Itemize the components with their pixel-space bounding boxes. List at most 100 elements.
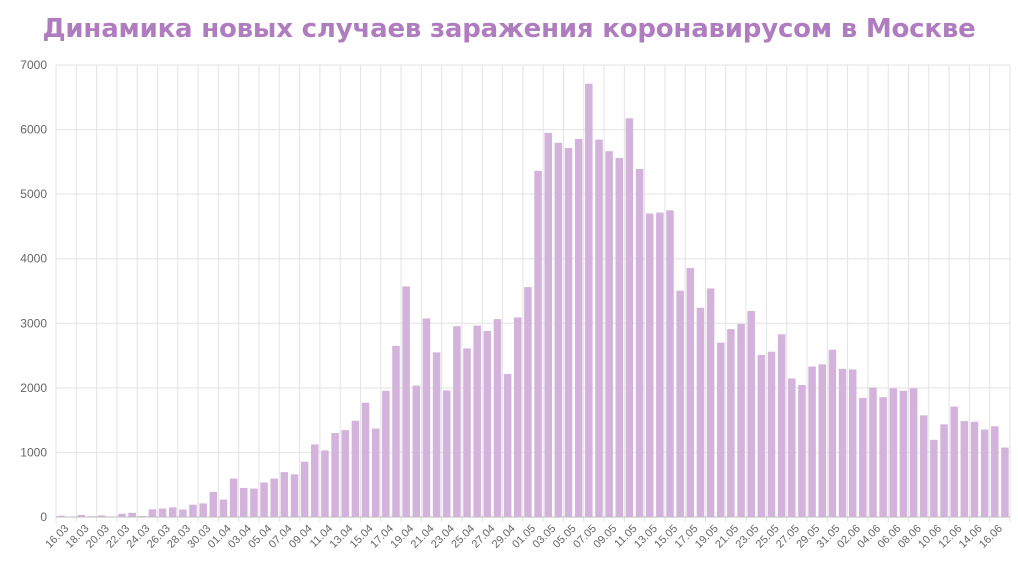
bar-20.04 bbox=[412, 385, 421, 517]
bar-05.04 bbox=[260, 482, 268, 517]
grid-layer bbox=[55, 64, 1011, 522]
bar-12.05 bbox=[635, 168, 644, 517]
bar-18.03 bbox=[77, 514, 86, 517]
x-tick-label: 09.05 bbox=[591, 523, 619, 551]
x-tick-label: 09.04 bbox=[287, 523, 315, 551]
bar-10.04 bbox=[311, 444, 319, 517]
bar-03.05 bbox=[544, 132, 552, 518]
bar-13.05 bbox=[645, 213, 654, 517]
bar-04.04 bbox=[250, 488, 258, 517]
bar-16.04 bbox=[371, 428, 380, 517]
bar-09.04 bbox=[300, 461, 309, 517]
bar-01.05 bbox=[524, 287, 532, 517]
bar-26.05 bbox=[777, 334, 786, 517]
bar-13.04 bbox=[341, 430, 349, 517]
bar-23.03 bbox=[128, 512, 136, 517]
bar-05.05 bbox=[564, 147, 573, 517]
bar-21.05 bbox=[727, 329, 735, 517]
bar-11.04 bbox=[321, 450, 329, 517]
bar-08.05 bbox=[595, 139, 603, 517]
bar-28.05 bbox=[798, 384, 806, 517]
bar-24.04 bbox=[453, 326, 461, 517]
y-tick-label: 6000 bbox=[20, 123, 47, 137]
bar-07.06 bbox=[899, 390, 908, 517]
bar-29.03 bbox=[189, 504, 197, 517]
bar-19.05 bbox=[706, 288, 715, 517]
bar-02.06 bbox=[848, 369, 857, 517]
bar-11.05 bbox=[625, 118, 634, 518]
bar-17.05 bbox=[686, 268, 695, 517]
bar-17.04 bbox=[382, 390, 390, 517]
bar-22.04 bbox=[432, 352, 441, 517]
bar-06.04 bbox=[270, 478, 278, 517]
bar-16.03 bbox=[57, 515, 65, 517]
bar-16.05 bbox=[676, 290, 684, 517]
bar-15.06 bbox=[980, 429, 989, 517]
bar-18.04 bbox=[392, 345, 400, 517]
bar-10.06 bbox=[930, 439, 938, 517]
bar-02.04 bbox=[229, 478, 238, 517]
bar-29.05 bbox=[808, 366, 816, 517]
bar-14.06 bbox=[970, 421, 979, 517]
bar-12.04 bbox=[331, 433, 339, 517]
bar-25.04 bbox=[463, 348, 471, 517]
bar-09.05 bbox=[605, 151, 613, 517]
bar-25.05 bbox=[767, 351, 776, 517]
bar-26.04 bbox=[473, 325, 481, 517]
y-tick-label: 2000 bbox=[20, 381, 47, 395]
bar-15.05 bbox=[666, 210, 674, 518]
bar-30.03 bbox=[199, 503, 207, 517]
y-tick-label: 1000 bbox=[20, 445, 47, 459]
bar-30.05 bbox=[818, 364, 826, 517]
bar-13.06 bbox=[960, 421, 969, 517]
bar-14.05 bbox=[656, 212, 664, 517]
bar-06.05 bbox=[574, 138, 583, 518]
y-tick-label: 0 bbox=[40, 510, 47, 524]
bar-05.06 bbox=[879, 397, 887, 517]
bar-28.04 bbox=[493, 319, 502, 517]
bar-06.06 bbox=[889, 388, 898, 517]
bar-02.05 bbox=[534, 170, 542, 517]
y-tick-label: 5000 bbox=[20, 187, 47, 201]
bar-15.04 bbox=[361, 402, 370, 517]
bar-21.04 bbox=[422, 318, 431, 517]
bar-27.04 bbox=[483, 331, 492, 517]
bar-19.04 bbox=[402, 286, 410, 517]
bar-14.04 bbox=[351, 420, 360, 517]
bars-layer bbox=[57, 83, 1009, 518]
bar-09.06 bbox=[919, 415, 928, 517]
bar-29.04 bbox=[503, 373, 512, 517]
bar-04.06 bbox=[869, 387, 877, 517]
chart-title: Динамика новых случаев заражения коронав… bbox=[42, 14, 976, 44]
bar-03.04 bbox=[240, 487, 248, 517]
bar-31.03 bbox=[209, 491, 218, 517]
bar-25.03 bbox=[148, 509, 157, 517]
bar-20.05 bbox=[717, 342, 725, 517]
bar-24.05 bbox=[757, 354, 766, 517]
bar-18.05 bbox=[696, 307, 705, 517]
bar-07.05 bbox=[585, 83, 593, 518]
bar-27.05 bbox=[788, 378, 796, 517]
bar-23.05 bbox=[747, 311, 755, 517]
y-tick-label: 4000 bbox=[20, 252, 47, 266]
x-tick-label: 16.06 bbox=[977, 523, 1005, 551]
bar-27.03 bbox=[168, 507, 177, 517]
bar-26.03 bbox=[158, 508, 167, 517]
bar-10.05 bbox=[615, 157, 624, 518]
bar-16.06 bbox=[991, 426, 999, 517]
bar-28.03 bbox=[179, 509, 187, 517]
y-tick-label: 3000 bbox=[20, 316, 47, 330]
bar-30.04 bbox=[514, 317, 522, 517]
bar-11.06 bbox=[940, 424, 948, 517]
bar-20.03 bbox=[97, 515, 106, 517]
bar-07.04 bbox=[280, 472, 289, 517]
bar-22.05 bbox=[737, 323, 745, 517]
y-tick-label: 7000 bbox=[20, 58, 47, 72]
bar-04.05 bbox=[554, 142, 563, 517]
bar-08.06 bbox=[909, 388, 918, 517]
bar-17.06 bbox=[1001, 447, 1009, 517]
bar-31.05 bbox=[828, 349, 837, 517]
bar-01.06 bbox=[838, 368, 847, 517]
bar-01.04 bbox=[219, 499, 228, 517]
